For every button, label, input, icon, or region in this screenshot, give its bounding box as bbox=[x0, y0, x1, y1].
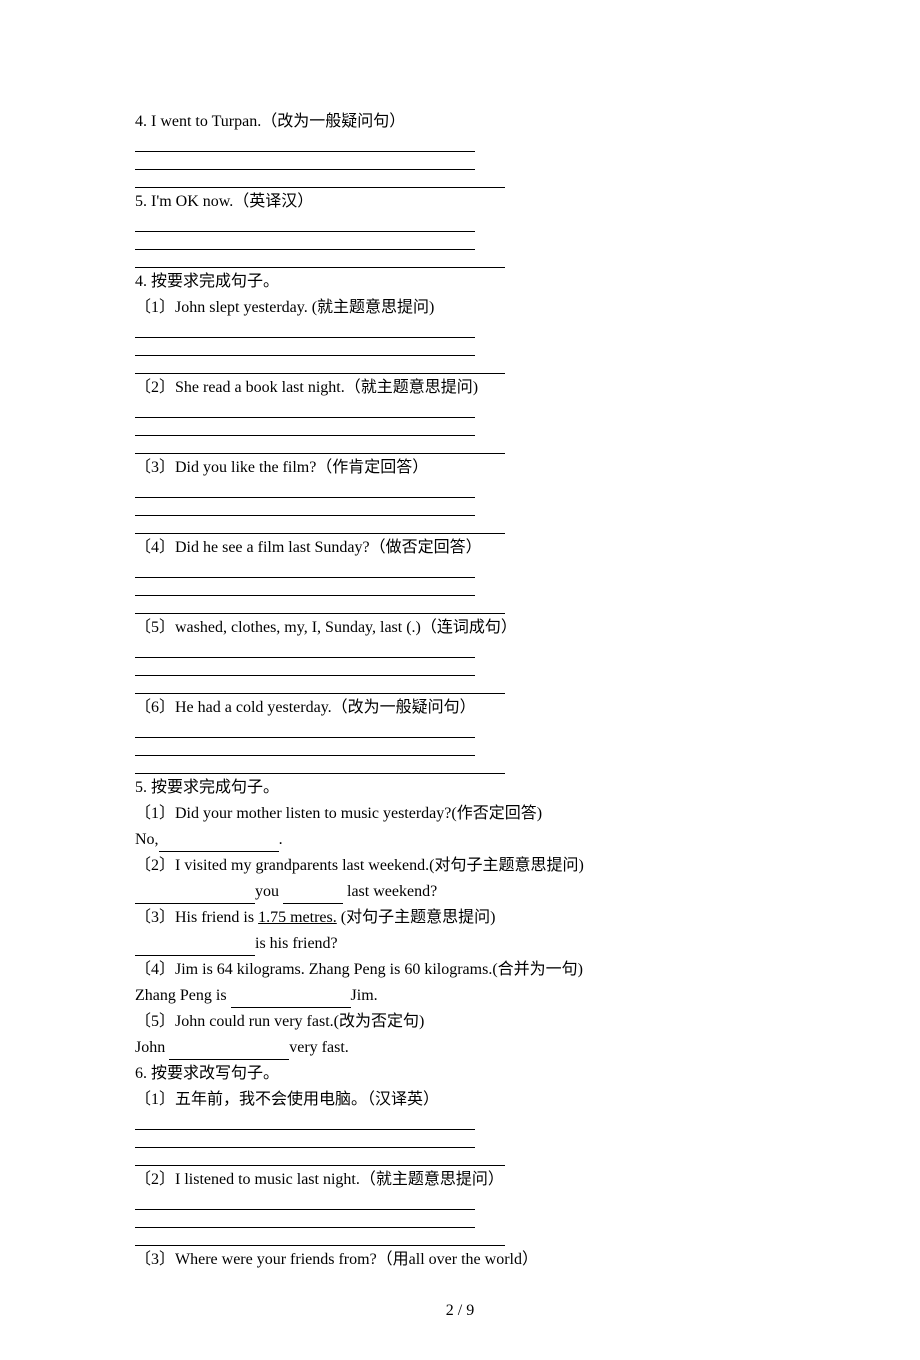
blank-line bbox=[135, 758, 505, 774]
answer-prefix: Zhang Peng is bbox=[135, 987, 231, 1004]
blank-line bbox=[135, 1230, 505, 1246]
section-4-item-2: 〔2〕She read a book last night.（就主题意思提问) bbox=[135, 376, 785, 400]
blank-line bbox=[135, 500, 475, 516]
section-4-item-5: 〔5〕washed, clothes, my, I, Sunday, last … bbox=[135, 616, 785, 640]
blank-line bbox=[135, 1194, 475, 1210]
blank-line bbox=[135, 420, 475, 436]
answer-suffix: last weekend? bbox=[343, 883, 437, 900]
item-suffix: (对句子主题意思提问) bbox=[337, 909, 496, 926]
section-4-item-4: 〔4〕Did he see a film last Sunday?（做否定回答） bbox=[135, 536, 785, 560]
section-5-item-1-answer: No,. bbox=[135, 828, 785, 852]
blank-line bbox=[135, 642, 475, 658]
section-6-item-2: 〔2〕I listened to music last night.（就主题意思… bbox=[135, 1168, 785, 1192]
blank-line bbox=[135, 340, 475, 356]
blank-line bbox=[135, 1114, 475, 1130]
fill-blank bbox=[135, 942, 255, 956]
blank-line bbox=[135, 722, 475, 738]
underlined-text: 1.75 metres. bbox=[258, 909, 337, 926]
section-5-item-4-answer: Zhang Peng is Jim. bbox=[135, 984, 785, 1008]
blank-line bbox=[135, 678, 505, 694]
section-5-title: 5. 按要求完成句子。 bbox=[135, 776, 785, 800]
section-5-item-1: 〔1〕Did your mother listen to music yeste… bbox=[135, 802, 785, 826]
blank-line bbox=[135, 1150, 505, 1166]
section-4-title: 4. 按要求完成句子。 bbox=[135, 270, 785, 294]
blank-line bbox=[135, 1212, 475, 1228]
section-6-item-1: 〔1〕五年前，我不会使用电脑。（汉译英） bbox=[135, 1088, 785, 1112]
blank-line bbox=[135, 518, 505, 534]
question-4: 4. I went to Turpan.（改为一般疑问句） bbox=[135, 110, 785, 134]
section-5-item-3-answer: is his friend? bbox=[135, 932, 785, 956]
question-5: 5. I'm OK now.（英译汉） bbox=[135, 190, 785, 214]
blank-line bbox=[135, 358, 505, 374]
blank-line bbox=[135, 252, 505, 268]
section-5-item-3: 〔3〕His friend is 1.75 metres. (对句子主题意思提问… bbox=[135, 906, 785, 930]
blank-line bbox=[135, 234, 475, 250]
blank-line bbox=[135, 136, 475, 152]
answer-suffix: very fast. bbox=[289, 1039, 349, 1056]
fill-blank bbox=[169, 1046, 289, 1060]
fill-blank bbox=[231, 994, 351, 1008]
blank-line bbox=[135, 740, 475, 756]
fill-blank bbox=[159, 838, 279, 852]
answer-suffix: . bbox=[279, 831, 283, 848]
blank-line bbox=[135, 660, 475, 676]
section-4-item-3: 〔3〕Did you like the film?（作肯定回答） bbox=[135, 456, 785, 480]
fill-blank bbox=[135, 890, 255, 904]
section-4-item-6: 〔6〕He had a cold yesterday.（改为一般疑问句） bbox=[135, 696, 785, 720]
blank-line bbox=[135, 216, 475, 232]
blank-line bbox=[135, 438, 505, 454]
fill-blank bbox=[283, 890, 343, 904]
section-5-item-2: 〔2〕I visited my grandparents last weeken… bbox=[135, 854, 785, 878]
blank-line bbox=[135, 1132, 475, 1148]
blank-line bbox=[135, 562, 475, 578]
blank-line bbox=[135, 482, 475, 498]
answer-text: is his friend? bbox=[255, 935, 338, 952]
answer-prefix: No, bbox=[135, 831, 159, 848]
blank-line bbox=[135, 322, 475, 338]
blank-line bbox=[135, 598, 505, 614]
section-4-item-1: 〔1〕John slept yesterday. (就主题意思提问) bbox=[135, 296, 785, 320]
section-5-item-4: 〔4〕Jim is 64 kilograms. Zhang Peng is 60… bbox=[135, 958, 785, 982]
item-prefix: 〔3〕His friend is bbox=[135, 909, 258, 926]
section-5-item-2-answer: you last weekend? bbox=[135, 880, 785, 904]
answer-suffix: Jim. bbox=[351, 987, 378, 1004]
section-6-title: 6. 按要求改写句子。 bbox=[135, 1062, 785, 1086]
section-5-item-5-answer: John very fast. bbox=[135, 1036, 785, 1060]
blank-line bbox=[135, 402, 475, 418]
section-5-item-5: 〔5〕John could run very fast.(改为否定句) bbox=[135, 1010, 785, 1034]
blank-line bbox=[135, 154, 475, 170]
answer-mid: you bbox=[255, 883, 283, 900]
blank-line bbox=[135, 172, 505, 188]
blank-line bbox=[135, 580, 475, 596]
section-6-item-3: 〔3〕Where were your friends from?（用all ov… bbox=[135, 1248, 785, 1272]
page-number: 2 / 9 bbox=[135, 1302, 785, 1320]
answer-prefix: John bbox=[135, 1039, 169, 1056]
